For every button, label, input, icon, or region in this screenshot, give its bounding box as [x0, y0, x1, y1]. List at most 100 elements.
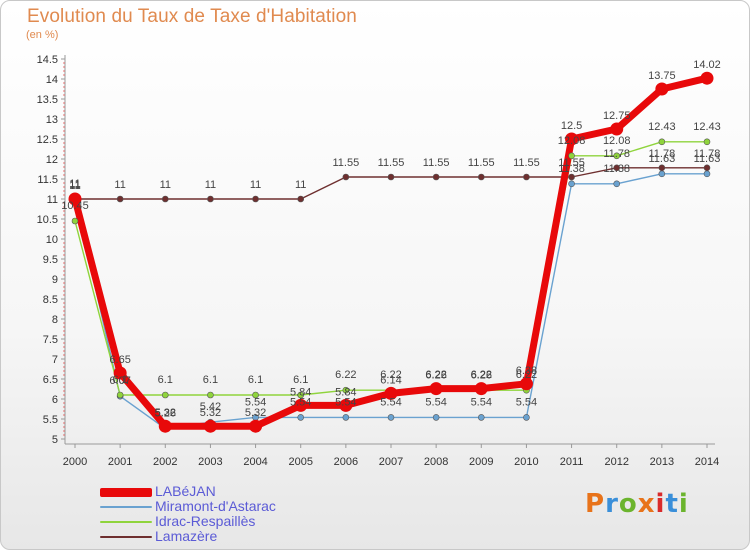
proxiti-logo: Proxiti	[585, 489, 689, 519]
data-point	[387, 173, 395, 181]
y-tick-label: 13.5	[37, 94, 58, 106]
data-label: 11.55	[558, 157, 585, 169]
data-point	[158, 419, 172, 433]
data-label: 12.5	[561, 120, 582, 132]
data-label: 11.63	[648, 153, 675, 165]
logo-letter: i	[655, 489, 666, 519]
data-label: 11.55	[468, 157, 495, 169]
data-label: 14.02	[693, 59, 721, 71]
data-point	[568, 173, 575, 181]
data-point	[161, 195, 169, 203]
x-tick-label: 2005	[288, 456, 312, 468]
data-label: 5.84	[290, 386, 311, 398]
data-point	[565, 132, 579, 146]
data-label: 11.78	[603, 148, 630, 160]
data-point	[342, 414, 350, 421]
data-label: 11	[114, 179, 125, 191]
legend-label: Lamazère	[155, 528, 218, 544]
data-label: 11.38	[558, 163, 585, 175]
y-tick-label: 14	[46, 74, 58, 86]
data-point	[432, 414, 440, 421]
data-label: 11.78	[648, 148, 675, 160]
data-point	[297, 195, 305, 203]
y-tick-label: 11.5	[37, 174, 58, 186]
data-point	[477, 414, 485, 421]
data-label: 11	[295, 179, 306, 191]
data-point	[68, 192, 82, 206]
data-point	[432, 173, 440, 181]
logo-letter: x	[637, 489, 656, 519]
y-tick-label: 10.5	[37, 214, 58, 226]
data-label: 11	[250, 179, 261, 191]
data-label: 12.08	[558, 135, 586, 147]
data-label: 6.1	[158, 374, 173, 386]
data-point	[387, 414, 395, 421]
data-label: 5.32	[200, 407, 221, 419]
data-label: 6.07	[109, 375, 130, 387]
data-label: 11.38	[603, 163, 630, 175]
data-label: 5.54	[471, 396, 492, 408]
y-tick-label: 6	[52, 394, 58, 406]
legend-swatch-idrac	[100, 521, 152, 523]
chart-title: Evolution du Taux de Taxe d'Habitation	[27, 6, 357, 27]
data-label: 5.26	[155, 408, 176, 420]
x-tick-label: 2004	[243, 456, 267, 468]
data-label: 5.32	[155, 407, 176, 419]
data-label: 5.54	[516, 396, 537, 408]
data-label: 10.45	[61, 200, 89, 212]
data-label: 11	[69, 179, 80, 191]
data-label: 11.55	[332, 157, 359, 169]
data-label: 6.22	[380, 369, 401, 381]
legend-label: Idrac-Respaillès	[155, 513, 256, 529]
y-tick-label: 5	[52, 434, 58, 446]
logo-letter: i	[678, 489, 689, 519]
data-label: 6.1	[293, 374, 308, 386]
y-tick-label: 7.5	[43, 334, 58, 346]
y-tick-label: 13	[46, 114, 58, 126]
x-tick-label: 2014	[695, 456, 719, 468]
x-tick-label: 2007	[379, 456, 403, 468]
data-point	[252, 195, 259, 203]
data-point	[297, 391, 305, 399]
data-label: 5.42	[200, 401, 221, 413]
legend-swatch-lamazere	[100, 536, 152, 538]
y-tick-label: 9	[52, 274, 58, 286]
data-point	[568, 152, 575, 160]
x-tick-label: 2011	[560, 456, 584, 468]
y-tick-label: 9.5	[43, 254, 58, 266]
data-label: 5.32	[245, 407, 266, 419]
data-point	[610, 122, 624, 136]
data-point	[703, 170, 711, 178]
data-label: 11	[69, 178, 80, 190]
data-point	[523, 414, 530, 421]
data-label: 6.22	[425, 369, 446, 381]
data-point	[613, 180, 621, 188]
data-label: 5.54	[335, 396, 356, 408]
data-point	[703, 138, 711, 146]
data-point	[519, 377, 533, 391]
legend-swatch-labejan	[100, 488, 152, 497]
data-point	[703, 164, 711, 172]
x-tick-label: 2012	[604, 456, 628, 468]
y-tick-label: 12.5	[37, 134, 58, 146]
data-label: 11	[69, 180, 80, 192]
data-label: 12.75	[603, 110, 631, 122]
x-tick-label: 2013	[650, 456, 674, 468]
data-label: 11	[160, 179, 171, 191]
data-point	[655, 82, 669, 96]
data-label: 6.1	[203, 374, 218, 386]
data-point	[700, 71, 714, 85]
data-point	[342, 173, 350, 181]
data-point	[568, 180, 575, 188]
data-point	[658, 170, 666, 178]
x-tick-label: 2003	[198, 456, 222, 468]
data-point	[339, 398, 353, 412]
data-label: 5.54	[425, 396, 446, 408]
y-tick-label: 8	[52, 314, 58, 326]
data-point	[116, 391, 124, 399]
data-label: 6.26	[471, 370, 492, 382]
data-point	[297, 414, 305, 421]
y-tick-label: 10	[46, 234, 58, 246]
data-label: 6.26	[425, 370, 446, 382]
data-label: 5.54	[245, 396, 266, 408]
